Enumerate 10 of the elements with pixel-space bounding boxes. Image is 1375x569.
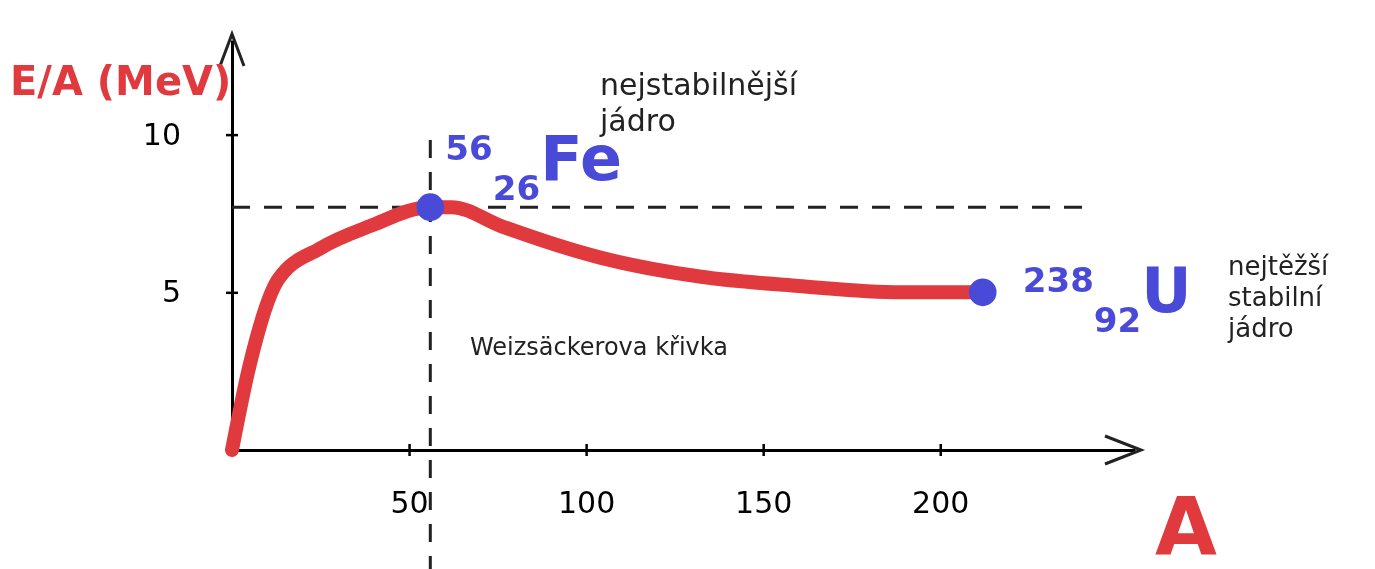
y-tick-label: 10: [142, 116, 181, 152]
x-tick-label: 50: [390, 485, 429, 520]
x-tick-label: 200: [912, 485, 970, 520]
x-axis-title: A: [1155, 481, 1217, 569]
y-tick-label: 5: [161, 274, 181, 310]
annotation: Weizsäckerova křivka: [470, 333, 728, 361]
y-axis-title: E/A (MeV): [10, 58, 232, 104]
x-tick-label: 150: [735, 485, 793, 520]
x-tick-label: 100: [557, 485, 616, 520]
text: nejtěžší stabilní jádro: [1227, 251, 1330, 344]
